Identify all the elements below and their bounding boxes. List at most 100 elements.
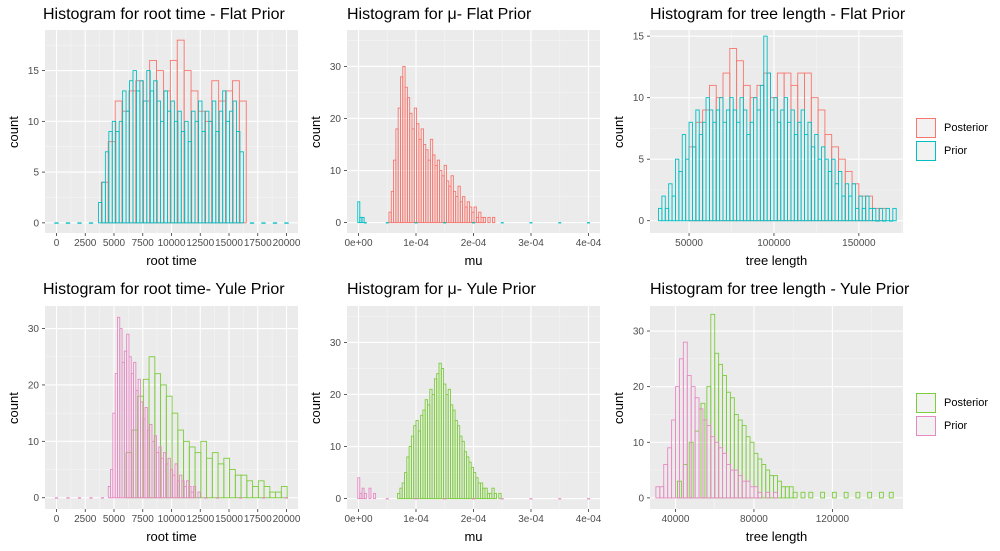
y-tick-label: 30 bbox=[633, 327, 645, 338]
x-tick-label: 1e-04 bbox=[403, 514, 429, 525]
y-tick-label: 20 bbox=[28, 380, 40, 391]
x-tick-label: 20000 bbox=[273, 238, 301, 249]
histogram-plot: 40000 80000 120000 0 10 20 30 bbox=[633, 306, 903, 525]
y-tick-label: 10 bbox=[28, 117, 40, 128]
x-tick-label: 4e-04 bbox=[576, 514, 602, 525]
bin-prior bbox=[192, 485, 197, 499]
bin-posterior bbox=[888, 491, 894, 499]
bin-prior bbox=[239, 151, 244, 224]
panel-title: Histogram for root time- Yule Prior bbox=[43, 282, 285, 298]
x-tick-label: 0 bbox=[54, 238, 60, 249]
x-tick-label: 50000 bbox=[675, 238, 703, 249]
x-tick-label: 0 bbox=[54, 514, 60, 525]
y-tick-label: 0 bbox=[638, 216, 644, 227]
x-axis-title: root time bbox=[146, 529, 197, 544]
legend-item-prior: Prior bbox=[916, 416, 967, 436]
legend-label: Prior bbox=[944, 145, 968, 157]
bin-prior bbox=[357, 477, 361, 500]
bin-prior bbox=[765, 491, 771, 499]
y-tick-label: 10 bbox=[330, 166, 342, 177]
bin-posterior bbox=[800, 491, 806, 499]
bin-posterior bbox=[487, 216, 491, 224]
y-tick-label: 0 bbox=[335, 218, 341, 229]
y-tick-label: 15 bbox=[633, 32, 645, 43]
x-tick-label: 2500 bbox=[74, 514, 97, 525]
y-tick-label: 20 bbox=[633, 382, 645, 393]
y-tick-label: 0 bbox=[33, 218, 39, 229]
x-tick-label: 5000 bbox=[103, 238, 126, 249]
y-tick-label: 0 bbox=[33, 493, 39, 504]
bin-posterior bbox=[843, 491, 849, 499]
bin-prior bbox=[757, 491, 763, 499]
y-tick-label: 20 bbox=[330, 390, 342, 401]
x-tick-label: 40000 bbox=[662, 514, 690, 525]
x-tick-label: 17500 bbox=[244, 238, 272, 249]
bin-posterior bbox=[493, 492, 497, 500]
panel-title: Histogram for root time - Flat Prior bbox=[43, 7, 285, 23]
x-tick-label: 1e-04 bbox=[403, 238, 429, 249]
legend-key-swatch bbox=[916, 118, 936, 138]
bin-prior bbox=[357, 201, 361, 224]
bin-posterior bbox=[792, 491, 798, 499]
bin-prior bbox=[773, 491, 778, 499]
x-tick-label: 2e-04 bbox=[461, 238, 487, 249]
x-tick-label: 15000 bbox=[215, 514, 243, 525]
bin-posterior bbox=[855, 491, 861, 499]
y-tick-label: 10 bbox=[28, 437, 40, 448]
legend-label: Prior bbox=[944, 420, 968, 432]
x-tick-label: 120000 bbox=[816, 514, 850, 525]
x-tick-label: 7500 bbox=[132, 514, 155, 525]
y-tick-label: 10 bbox=[633, 93, 645, 104]
x-tick-label: 5000 bbox=[103, 514, 126, 525]
bin-posterior bbox=[482, 216, 487, 224]
bin-prior bbox=[361, 216, 365, 224]
bin-prior bbox=[878, 207, 884, 222]
legend-item-posterior: Posterior bbox=[916, 393, 988, 413]
bin-posterior bbox=[808, 491, 814, 499]
plot-background bbox=[650, 30, 903, 233]
bin-posterior bbox=[820, 491, 826, 499]
bin-prior bbox=[851, 183, 856, 222]
y-tick-label: 30 bbox=[330, 338, 342, 349]
bin-prior bbox=[197, 491, 201, 499]
bin-posterior bbox=[280, 485, 288, 499]
legend-top: Posterior Prior bbox=[916, 118, 1000, 168]
y-tick-label: 5 bbox=[33, 168, 39, 179]
y-tick-label: 0 bbox=[638, 493, 644, 504]
y-tick-label: 0 bbox=[335, 494, 341, 505]
y-tick-label: 10 bbox=[633, 438, 645, 449]
x-tick-label: 150000 bbox=[842, 238, 876, 249]
bin-posterior bbox=[492, 216, 496, 224]
x-tick-label: 4e-04 bbox=[576, 238, 602, 249]
bin-posterior bbox=[498, 492, 502, 500]
x-axis-title: tree length bbox=[745, 253, 808, 268]
y-tick-label: 5 bbox=[638, 155, 644, 166]
x-tick-label: 3e-04 bbox=[518, 238, 544, 249]
x-axis-title: mu bbox=[464, 529, 483, 544]
x-tick-label: 20000 bbox=[273, 514, 301, 525]
panel-title: Histogram for tree length - Flat Prior bbox=[650, 7, 906, 23]
legend-key-swatch bbox=[916, 393, 936, 413]
x-axis-title: root time bbox=[146, 253, 197, 268]
histogram-plot: 0 2500 5000 7500 10000 12500 15000 17500 20000 0 5… bbox=[28, 30, 301, 249]
y-tick-label: 30 bbox=[330, 62, 342, 73]
bin-posterior bbox=[473, 206, 477, 224]
x-tick-label: 80000 bbox=[740, 514, 768, 525]
legend-item-prior: Prior bbox=[916, 141, 967, 161]
x-tick-label: 0e+00 bbox=[344, 514, 373, 525]
x-tick-label: 10000 bbox=[158, 514, 186, 525]
bin-posterior bbox=[879, 491, 884, 499]
bin-prior bbox=[368, 487, 372, 500]
y-tick-label: 10 bbox=[330, 442, 342, 453]
bin-posterior bbox=[831, 491, 837, 499]
bin-posterior bbox=[867, 491, 873, 499]
bin-prior bbox=[871, 207, 877, 222]
panel-title: Histogram for tree length - Yule Prior bbox=[650, 282, 910, 298]
x-tick-label: 2500 bbox=[74, 238, 97, 249]
x-tick-label: 17500 bbox=[244, 514, 272, 525]
y-tick-label: 30 bbox=[28, 324, 40, 335]
x-tick-label: 12500 bbox=[186, 514, 214, 525]
y-tick-label: 20 bbox=[330, 114, 342, 125]
legend-label: Posterior bbox=[944, 122, 989, 134]
x-tick-label: 12500 bbox=[186, 238, 214, 249]
